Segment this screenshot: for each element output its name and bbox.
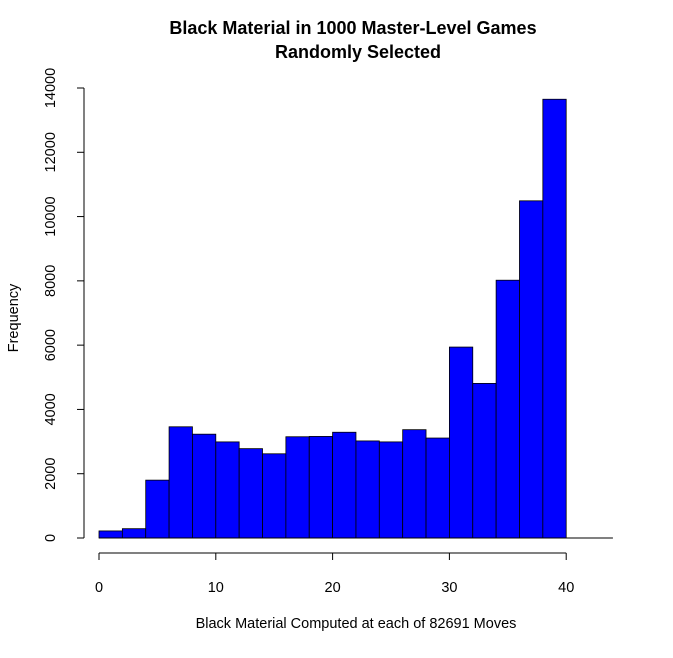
histogram-bar	[355, 440, 380, 539]
chart-title-line-1: Black Material in 1000 Master-Level Game…	[169, 18, 536, 38]
histogram-bar	[215, 441, 240, 539]
y-tick-label: 10000	[43, 196, 59, 236]
y-tick-label: 14000	[43, 68, 59, 108]
histogram-bar	[145, 479, 170, 539]
histogram-bar	[262, 453, 287, 539]
y-tick-label: 6000	[43, 329, 59, 361]
histogram-bar	[402, 429, 427, 539]
x-tick-label: 40	[558, 580, 574, 596]
histogram-bar	[519, 200, 544, 539]
y-axis-label: Frequency	[6, 283, 22, 352]
histogram-bar	[168, 426, 193, 539]
histogram-bar	[495, 279, 520, 539]
histogram-bar	[378, 441, 404, 539]
y-axis: 0 2000 4000 6000 8000 10000 12000 14000	[43, 68, 85, 542]
histogram-bar	[121, 528, 147, 539]
x-tick-label: 20	[325, 580, 341, 596]
histogram-bar	[98, 530, 123, 539]
bars-group	[98, 98, 567, 539]
chart-title-line-2: Randomly Selected	[275, 42, 441, 62]
histogram-bar	[448, 346, 474, 539]
y-tick-label: 2000	[43, 458, 59, 490]
histogram-bar	[332, 431, 357, 539]
histogram-bar	[308, 436, 333, 539]
x-tick-label: 0	[95, 580, 103, 596]
histogram-bar	[542, 98, 567, 539]
y-tick-label: 12000	[43, 132, 59, 172]
y-tick-label: 4000	[43, 393, 59, 425]
histogram-bar	[192, 433, 217, 539]
histogram-bar	[238, 448, 263, 539]
histogram-bar	[425, 437, 450, 539]
x-axis-label: Black Material Computed at each of 82691…	[196, 616, 517, 632]
y-tick-label: 8000	[43, 265, 59, 297]
y-tick-label: 0	[43, 534, 59, 542]
histogram-bar	[472, 382, 497, 539]
x-axis: 0 10 20 30 40	[95, 552, 574, 596]
x-tick-label: 10	[208, 580, 224, 596]
x-tick-label: 30	[441, 580, 457, 596]
histogram-bar	[285, 436, 310, 539]
